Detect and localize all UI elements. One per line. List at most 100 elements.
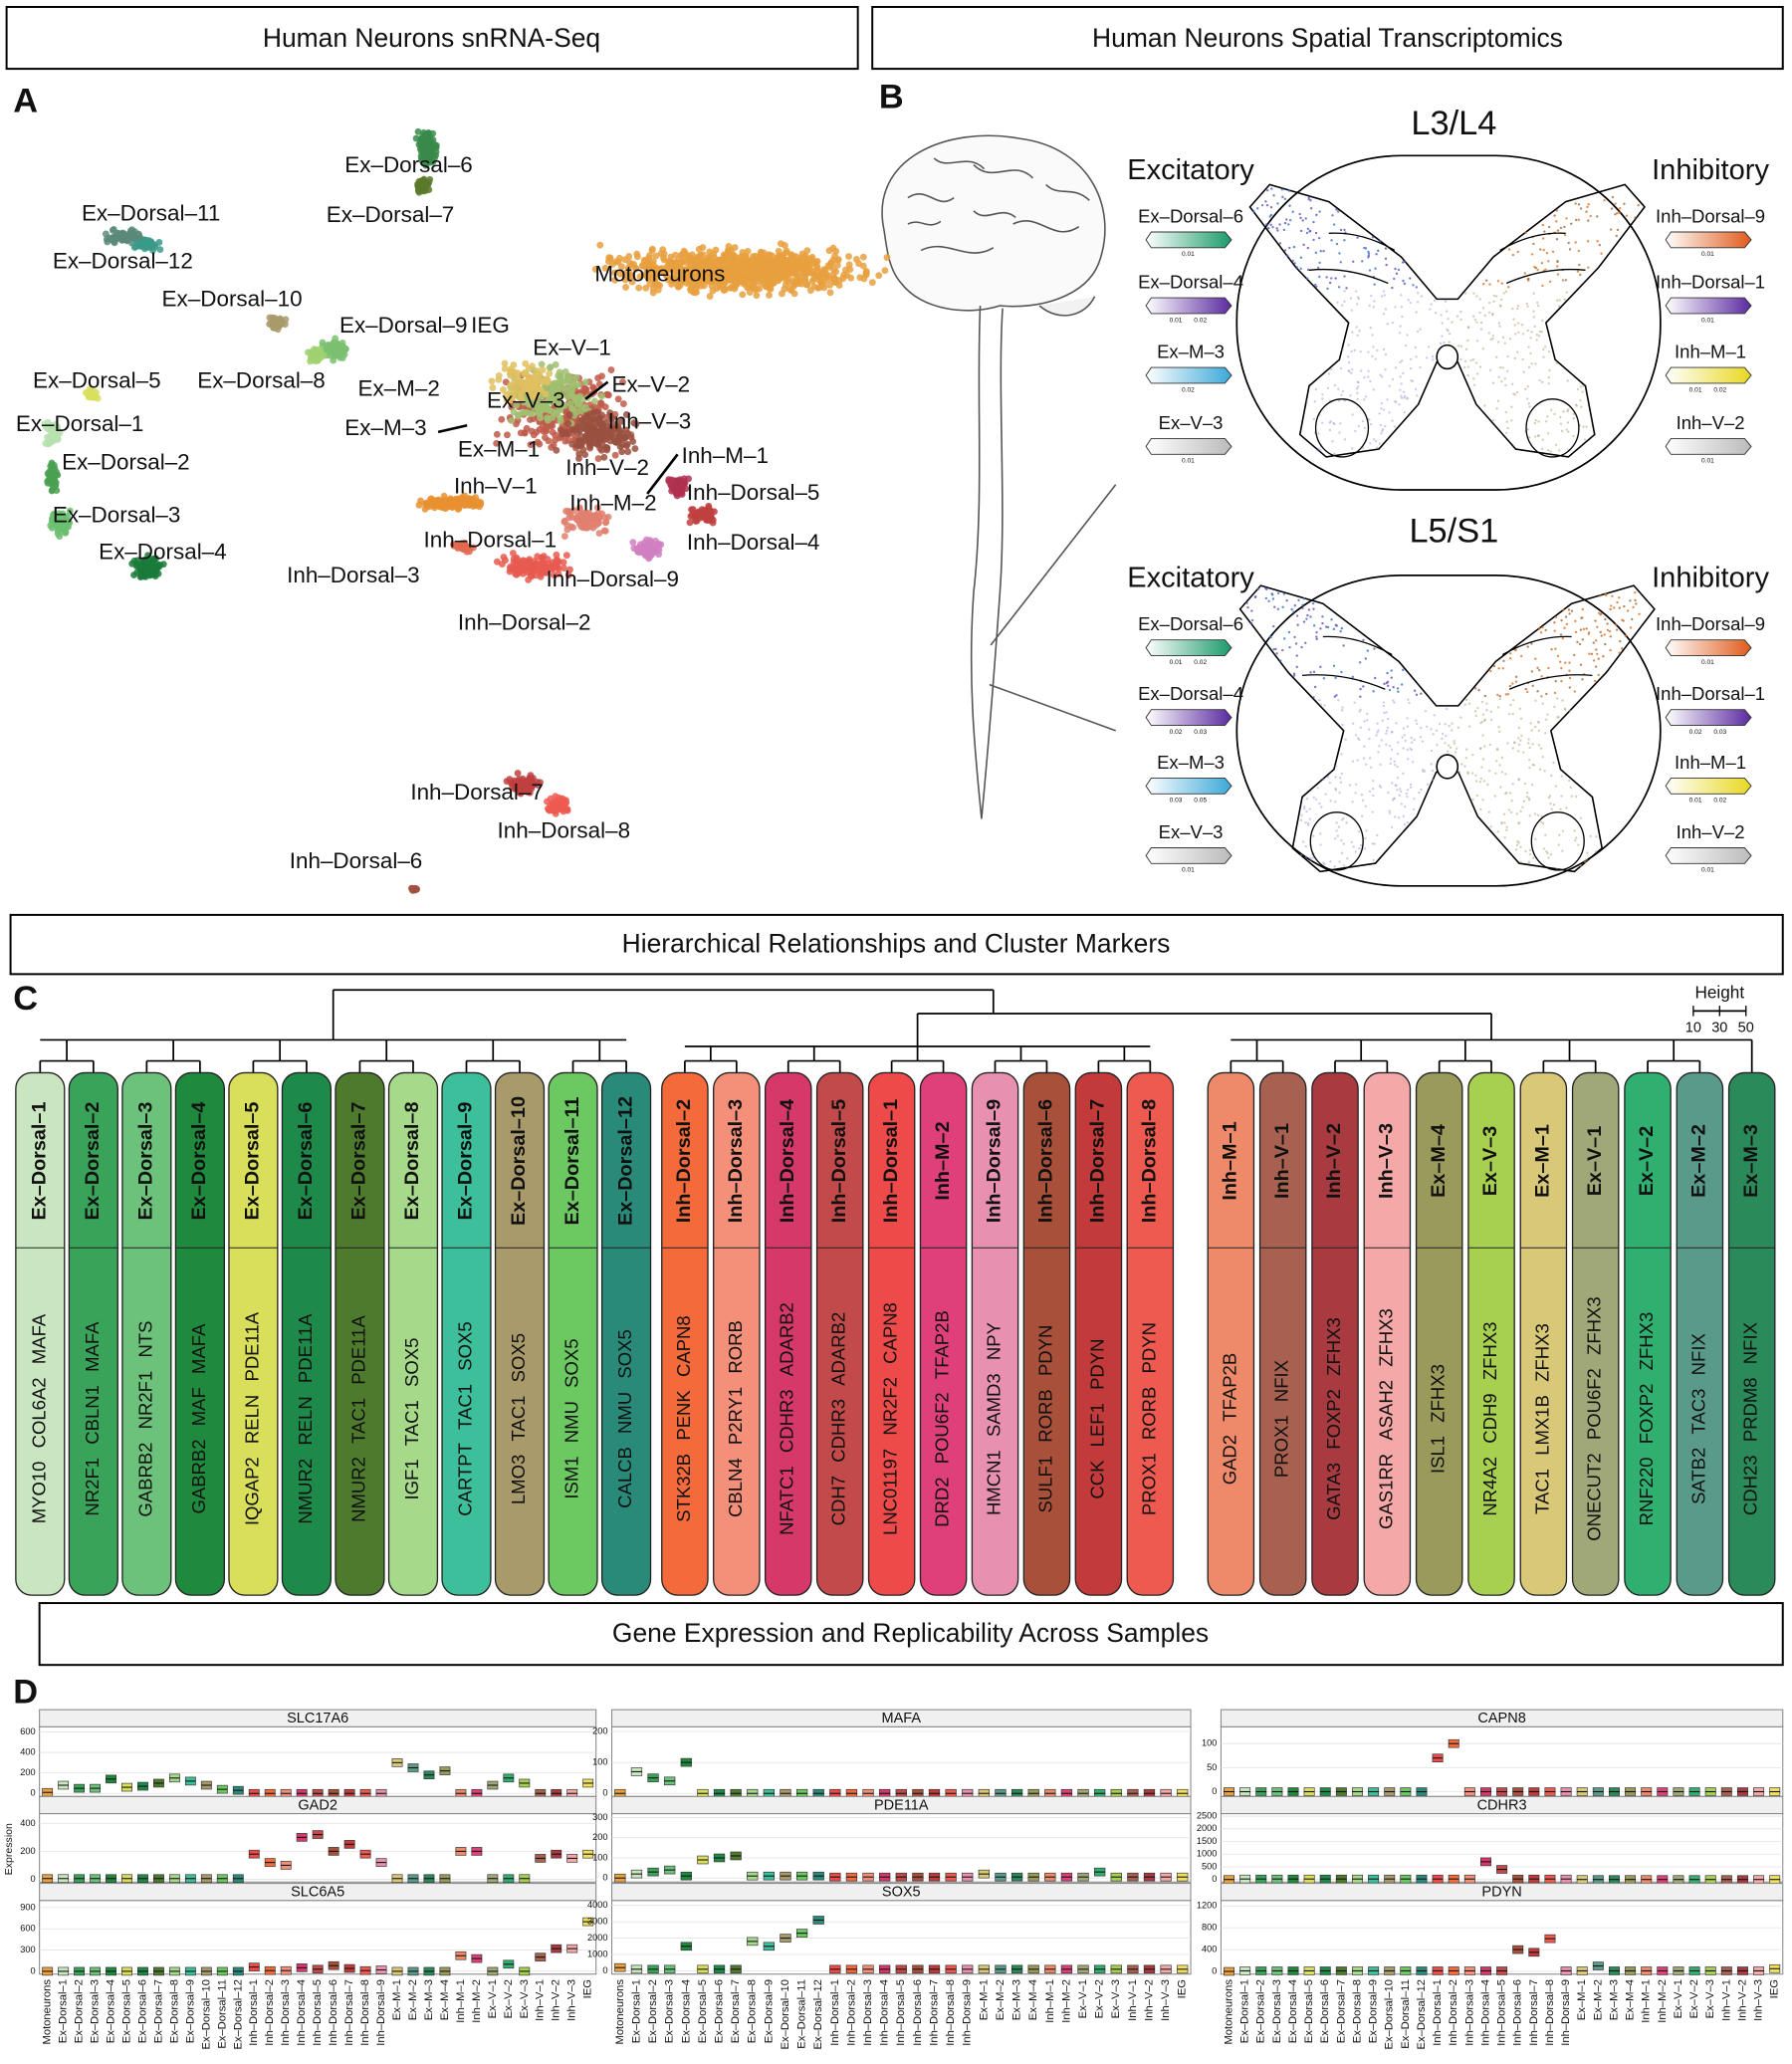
expression-dot (1306, 277, 1308, 279)
cell-dot (744, 274, 751, 281)
cell-dot (659, 246, 666, 253)
expression-dot (1521, 806, 1523, 808)
gene: IGF1 (401, 1459, 422, 1499)
expression-dot (1515, 680, 1517, 682)
expression-dot (1300, 819, 1302, 821)
color-bar-tick: 0.01 (1689, 386, 1702, 393)
expression-dot (1401, 803, 1403, 804)
expression-dot (1498, 764, 1500, 766)
cell-dot (755, 274, 762, 281)
expression-dot (1497, 667, 1499, 669)
expression-dot (1358, 847, 1360, 849)
cell-dot (569, 524, 576, 531)
expression-dot (1472, 292, 1474, 294)
expression-dot (1321, 421, 1323, 423)
expression-dot (1497, 400, 1499, 402)
expression-dot (1293, 262, 1295, 264)
expression-dot (1616, 629, 1618, 631)
expression-dot (1526, 397, 1528, 399)
expression-dot (1331, 440, 1333, 442)
expression-dot (1518, 727, 1520, 729)
expression-dot (1410, 787, 1412, 789)
cell-dot (586, 443, 593, 450)
cluster-label: Ex–Dorsal–3 (53, 502, 181, 527)
expression-dot (1502, 667, 1504, 669)
expression-dot (1573, 829, 1575, 831)
expression-dot (1356, 303, 1358, 305)
expression-dot (1538, 627, 1540, 629)
color-bar-tick: 0.02 (1194, 317, 1207, 324)
expression-dot (1340, 781, 1342, 783)
expression-dot (1407, 821, 1409, 823)
expression-dot (1556, 238, 1558, 240)
cell-dot (768, 280, 775, 287)
expression-dot (1359, 688, 1361, 690)
expression-dot (1634, 591, 1636, 593)
cell-dot (884, 254, 891, 261)
expression-dot (1483, 745, 1485, 747)
expression-dot (1343, 864, 1345, 866)
expression-dot (1296, 266, 1298, 268)
expression-dot (1537, 420, 1539, 422)
expression-dot (1542, 348, 1544, 350)
gene: CAPN8 (880, 1302, 901, 1364)
section-title: L5/S1 (1409, 513, 1498, 551)
expression-dot (1292, 260, 1294, 262)
expression-dot (1476, 340, 1478, 342)
card-genes: CDH7CDHR3ADARB2 (828, 1312, 849, 1526)
expression-dot (1376, 731, 1378, 733)
cell-dot (515, 369, 522, 376)
expression-dot (1391, 782, 1393, 784)
expression-dot (1547, 856, 1549, 858)
box-chart: CAPN8050100 (1202, 1710, 1783, 1796)
expression-dot (1330, 368, 1332, 370)
expression-dot (1596, 215, 1598, 217)
expression-dot (1391, 669, 1393, 671)
expression-dot (1562, 637, 1564, 639)
section: L3/L4ExcitatoryInhibitoryEx–Dorsal–60.01… (1127, 105, 1769, 490)
expression-dot (1334, 677, 1336, 679)
expression-dot (1401, 306, 1403, 308)
gene: GAD2 (1219, 1435, 1239, 1485)
dendrogram-panel: Ex–Dorsal–1MYO10COL6A2MAFAEx–Dorsal–2NR2… (16, 983, 1775, 1595)
expression-dot (1418, 792, 1420, 794)
cell-dot (629, 539, 636, 546)
expression-dot (1579, 385, 1581, 387)
card-name: Inh–M–1 (1220, 1121, 1241, 1200)
expression-dot (1403, 728, 1405, 730)
expression-dot (1381, 375, 1383, 377)
expression-dot (1451, 321, 1453, 323)
panel-letter: B (879, 79, 904, 116)
expression-dot (1406, 717, 1408, 719)
expression-dot (1476, 707, 1478, 709)
expression-dot (1488, 283, 1490, 285)
expression-dot (1577, 270, 1579, 272)
expression-dot (1372, 859, 1374, 861)
expression-dot (1499, 366, 1501, 368)
expression-dot (1531, 784, 1533, 786)
expression-dot (1367, 649, 1369, 651)
expression-dot (1534, 812, 1536, 814)
expression-dot (1333, 865, 1335, 867)
legend-name: Ex–Dorsal–4 (1138, 271, 1243, 292)
expression-dot (1511, 747, 1513, 749)
expression-dot (1347, 344, 1349, 345)
expression-dot (1630, 626, 1632, 628)
expression-dot (1550, 853, 1552, 855)
expression-dot (1560, 795, 1562, 797)
expression-dot (1534, 422, 1536, 424)
height-label: Height (1694, 983, 1744, 1003)
gene: SOX5 (401, 1338, 422, 1387)
expression-dot (1481, 734, 1483, 736)
expression-dot (1507, 693, 1509, 695)
expression-dot (1549, 795, 1551, 797)
expression-dot (1354, 792, 1356, 794)
expression-dot (1392, 799, 1394, 801)
expression-dot (1368, 255, 1370, 257)
color-bar-tick: 0.01 (1170, 317, 1183, 324)
expression-dot (1300, 646, 1302, 648)
cell-dot (763, 277, 770, 284)
expression-dot (1638, 613, 1640, 615)
expression-dot (1355, 850, 1357, 852)
expression-dot (1497, 341, 1499, 343)
